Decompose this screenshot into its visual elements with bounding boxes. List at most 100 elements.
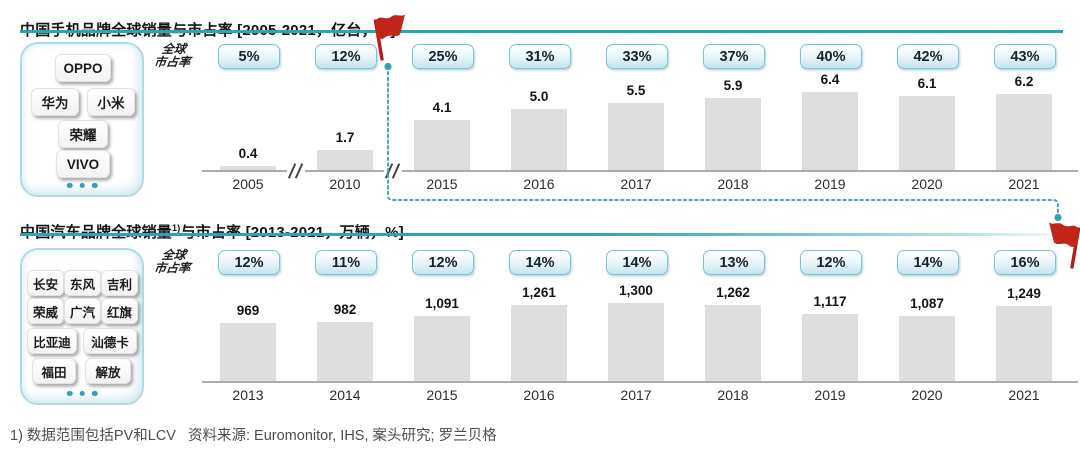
ellipsis-dots — [66, 182, 98, 188]
bar-2016 — [511, 305, 567, 381]
bar-value-label: 1,087 — [910, 296, 944, 311]
bar-2005 — [220, 166, 276, 171]
market-share-badge: 14% — [606, 250, 668, 275]
brand-chip-解放: 解放 — [85, 358, 131, 384]
bar-2015 — [414, 120, 470, 171]
bar-2020 — [899, 96, 955, 171]
bar-value-label: 1.7 — [335, 130, 355, 145]
x-axis-tick-label: 2017 — [620, 387, 652, 403]
market-share-badge: 14% — [509, 250, 571, 275]
bar-value-label: 6.2 — [1014, 74, 1034, 89]
bar-value-label: 1,249 — [1007, 286, 1041, 301]
x-axis-tick-label: 2018 — [717, 387, 749, 403]
brand-chip-东风: 东风 — [64, 270, 101, 296]
bar-value-label: 1,261 — [522, 285, 556, 300]
cars-share-row-label: 全球 市占率 — [144, 248, 201, 275]
bar-2014 — [317, 322, 373, 381]
footnote-marker: 1) — [172, 223, 181, 234]
bar-value-label: 1,262 — [716, 285, 750, 300]
market-share-badge: 16% — [994, 250, 1056, 275]
brand-chip-VIVO: VIVO — [56, 150, 110, 178]
cars-chart-title: 中国汽车品牌全球销量1)与市占率 [2013-2021，万辆，%] — [20, 221, 404, 242]
brand-chip-华为: 华为 — [31, 88, 79, 116]
market-share-badge: 5% — [218, 44, 280, 69]
market-share-badge: 25% — [412, 44, 474, 69]
market-share-badge: 40% — [800, 44, 862, 69]
footnote-text: 1) 数据范围包括PV和LCV — [10, 428, 176, 444]
market-share-badge: 12% — [412, 250, 474, 275]
bar-2018 — [705, 305, 761, 381]
brand-chip-OPPO: OPPO — [55, 54, 111, 82]
brand-chip-长安: 长安 — [27, 270, 64, 296]
x-axis-tick-label: 2013 — [232, 387, 264, 403]
brand-chip-福田: 福田 — [32, 358, 76, 384]
brand-chip-汕德卡: 汕德卡 — [83, 328, 137, 354]
connector-start-dot — [384, 62, 392, 71]
share-label-line2: 市占率 — [153, 261, 192, 275]
bar-value-label: 5.5 — [626, 83, 646, 98]
x-axis-tick-label: 2020 — [911, 387, 943, 403]
brand-chip-比亚迪: 比亚迪 — [27, 328, 77, 354]
source-text: 资料来源: Euromonitor, IHS, 案头研究; 罗兰贝格 — [188, 428, 497, 444]
phones-x-axis — [202, 170, 1078, 172]
axis-break-icon — [284, 161, 308, 181]
x-axis-tick-label: 2005 — [232, 176, 264, 192]
bar-value-label: 6.1 — [917, 76, 937, 91]
x-axis-tick-label: 2010 — [329, 176, 361, 192]
x-axis-tick-label: 2019 — [814, 176, 846, 192]
bar-value-label: 969 — [236, 303, 260, 318]
bar-2016 — [511, 109, 567, 171]
bar-value-label: 982 — [333, 302, 357, 317]
bar-value-label: 1,091 — [425, 296, 459, 311]
bar-2015 — [414, 316, 470, 381]
phones-title-rule — [20, 30, 1063, 33]
market-share-badge: 31% — [509, 44, 571, 69]
bar-2021 — [996, 306, 1052, 381]
bar-2019 — [802, 314, 858, 381]
market-share-badge: 33% — [606, 44, 668, 69]
axis-break-icon — [381, 161, 405, 181]
bar-2017 — [608, 103, 664, 171]
bar-value-label: 0.4 — [238, 146, 258, 161]
market-share-badge: 12% — [218, 250, 280, 275]
market-share-badge: 12% — [315, 44, 377, 69]
x-axis-tick-label: 2019 — [814, 387, 846, 403]
market-share-badge: 12% — [800, 250, 862, 275]
market-share-badge: 11% — [315, 250, 377, 275]
cars-brand-box: 长安 东风 吉利荣威 广汽 红旗 比亚迪 汕德卡 福田 解放 — [20, 248, 144, 405]
market-share-badge: 37% — [703, 44, 765, 69]
bar-2010 — [317, 150, 373, 171]
market-share-badge: 13% — [703, 250, 765, 275]
x-axis-tick-label: 2016 — [523, 176, 555, 192]
bar-2018 — [705, 98, 761, 171]
bar-2013 — [220, 323, 276, 381]
x-axis-tick-label: 2016 — [523, 387, 555, 403]
x-axis-tick-label: 2021 — [1008, 387, 1040, 403]
brand-chip-红旗: 红旗 — [101, 298, 138, 324]
bar-2021 — [996, 94, 1052, 171]
brand-chip-荣威: 荣威 — [27, 298, 64, 324]
x-axis-tick-label: 2015 — [426, 176, 458, 192]
phones-share-row-label: 全球 市占率 — [144, 42, 201, 69]
brand-chip-吉利: 吉利 — [101, 270, 138, 296]
cars-title-rule — [20, 233, 1063, 236]
brand-chip-荣耀: 荣耀 — [58, 120, 108, 148]
bar-2020 — [899, 316, 955, 381]
bar-2017 — [608, 303, 664, 381]
bar-value-label: 1,300 — [619, 283, 653, 298]
x-axis-tick-label: 2015 — [426, 387, 458, 403]
bar-value-label: 1,117 — [813, 294, 847, 309]
brand-chip-广汽: 广汽 — [64, 298, 101, 324]
market-share-badge: 42% — [897, 44, 959, 69]
market-share-badge: 43% — [994, 44, 1056, 69]
brand-chip-小米: 小米 — [87, 88, 135, 116]
bar-value-label: 6.4 — [820, 72, 840, 87]
bar-2019 — [802, 92, 858, 171]
x-axis-tick-label: 2017 — [620, 176, 652, 192]
share-label-line2: 市占率 — [153, 55, 192, 69]
x-axis-tick-label: 2014 — [329, 387, 361, 403]
bar-value-label: 5.0 — [529, 89, 549, 104]
market-share-badge: 14% — [897, 250, 959, 275]
bar-value-label: 4.1 — [432, 100, 452, 115]
